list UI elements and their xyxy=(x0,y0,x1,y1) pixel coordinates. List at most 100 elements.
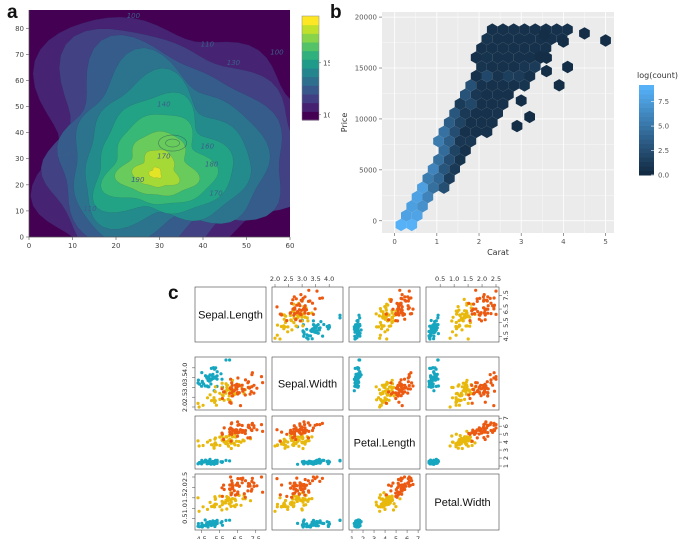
scatter-point xyxy=(300,428,304,432)
scatter-point xyxy=(213,385,217,389)
scatter-point xyxy=(290,328,294,332)
colorbar-swatch xyxy=(302,42,319,52)
scatter-point xyxy=(318,296,322,300)
scatter-point xyxy=(396,384,400,388)
scatter-point xyxy=(220,396,224,401)
pairs-panel xyxy=(425,473,500,531)
colorbar-tick-label: 100 xyxy=(323,111,330,119)
scatter-point xyxy=(430,329,434,333)
scatter-point xyxy=(402,475,407,479)
scatter-point xyxy=(243,378,248,382)
scatter-point xyxy=(301,296,305,300)
hexbin-chart: 0 1 2 3 4 5 0 5000 10000 15000 20000 Carat Price log… xyxy=(340,12,678,257)
scatter-point xyxy=(242,492,246,496)
scatter-point xyxy=(313,423,317,427)
scatter-point xyxy=(246,436,250,440)
scatter-point xyxy=(305,327,309,331)
scatter-point xyxy=(303,315,307,319)
scatter-point xyxy=(242,430,246,434)
scatter-point xyxy=(205,376,209,380)
scatter-point xyxy=(483,318,487,322)
scatter-point xyxy=(228,483,232,487)
axis-tick-label: 6.5 xyxy=(233,535,243,539)
hex-bin xyxy=(470,107,482,120)
scatter-point xyxy=(212,503,216,507)
legend-swatch xyxy=(639,116,654,122)
scatter-point xyxy=(379,327,384,331)
contour-band xyxy=(148,166,162,179)
scatter-point xyxy=(282,317,286,321)
axis-tick-label: 3 xyxy=(502,448,510,452)
scatter-point xyxy=(409,371,413,375)
scatter-point xyxy=(278,337,282,341)
scatter-point xyxy=(400,311,404,315)
scatter-point xyxy=(231,486,235,490)
axis-tick-label: 2.0 xyxy=(270,275,280,283)
scatter-point xyxy=(454,443,458,448)
scatter-point xyxy=(275,502,280,506)
scatter-point xyxy=(306,479,310,483)
hex-bin xyxy=(553,79,565,92)
scatter-point xyxy=(286,505,290,509)
scatter-point xyxy=(208,438,212,442)
scatter-point xyxy=(384,312,388,316)
y-tick-label: 5000 xyxy=(359,166,377,174)
scatter-point xyxy=(200,525,204,529)
axis-tick-label: 4.0 xyxy=(324,275,334,283)
scatter-point xyxy=(390,386,394,391)
contour-label: 100 xyxy=(127,12,141,20)
scatter-point xyxy=(409,476,413,480)
axis-tick-label: 0.5 xyxy=(181,513,189,523)
hex-bin xyxy=(541,64,552,78)
hex-bin xyxy=(417,181,428,194)
scatter-point xyxy=(474,307,478,311)
axis-tick-label: 7.5 xyxy=(502,290,510,300)
scatter-point xyxy=(310,497,314,501)
scatter-point xyxy=(406,304,410,308)
axis-tick-label: 1.0 xyxy=(181,503,189,513)
scatter-point xyxy=(300,507,304,511)
scatter-point xyxy=(356,379,360,383)
colorbar-swatch xyxy=(302,50,319,60)
scatter-point xyxy=(228,358,232,362)
legend-swatch xyxy=(639,170,654,176)
scatter-point xyxy=(212,446,216,450)
scatter-point xyxy=(221,394,225,398)
hex-bin xyxy=(558,35,569,48)
scatter-point xyxy=(240,481,244,485)
hex-bin xyxy=(486,60,498,73)
scatter-point xyxy=(211,372,215,376)
scatter-point xyxy=(432,389,436,393)
hex-bin xyxy=(449,144,460,157)
contour-label: 120 xyxy=(57,150,71,158)
scatter-point xyxy=(395,495,399,499)
hex-bin xyxy=(422,172,434,185)
scatter-point xyxy=(225,497,230,501)
scatter-point xyxy=(474,429,478,433)
hex-bin xyxy=(503,69,514,83)
legend-swatch xyxy=(639,166,654,171)
scatter-point xyxy=(488,296,492,300)
hex-bin xyxy=(476,79,487,92)
scatter-point xyxy=(211,366,215,370)
hex-bin xyxy=(539,28,550,41)
scatter-point xyxy=(218,505,222,509)
hex-bin xyxy=(460,144,471,157)
hex-bin xyxy=(486,23,498,36)
x-tick-label: 1 xyxy=(435,238,439,246)
scatter-point xyxy=(397,313,401,317)
scatter-point xyxy=(436,358,440,362)
scatter-point xyxy=(229,377,233,381)
colorbar-swatch xyxy=(302,59,319,69)
scatter-point xyxy=(292,504,296,508)
scatter-point xyxy=(386,328,390,332)
scatter-point xyxy=(384,493,388,497)
scatter-point xyxy=(394,391,398,395)
scatter-point xyxy=(306,319,310,323)
scatter-point xyxy=(397,302,401,306)
scatter-point xyxy=(228,400,232,404)
scatter-point xyxy=(400,389,404,393)
scatter-point xyxy=(465,315,469,319)
hex-bin xyxy=(562,23,573,36)
scatter-point xyxy=(427,385,431,389)
